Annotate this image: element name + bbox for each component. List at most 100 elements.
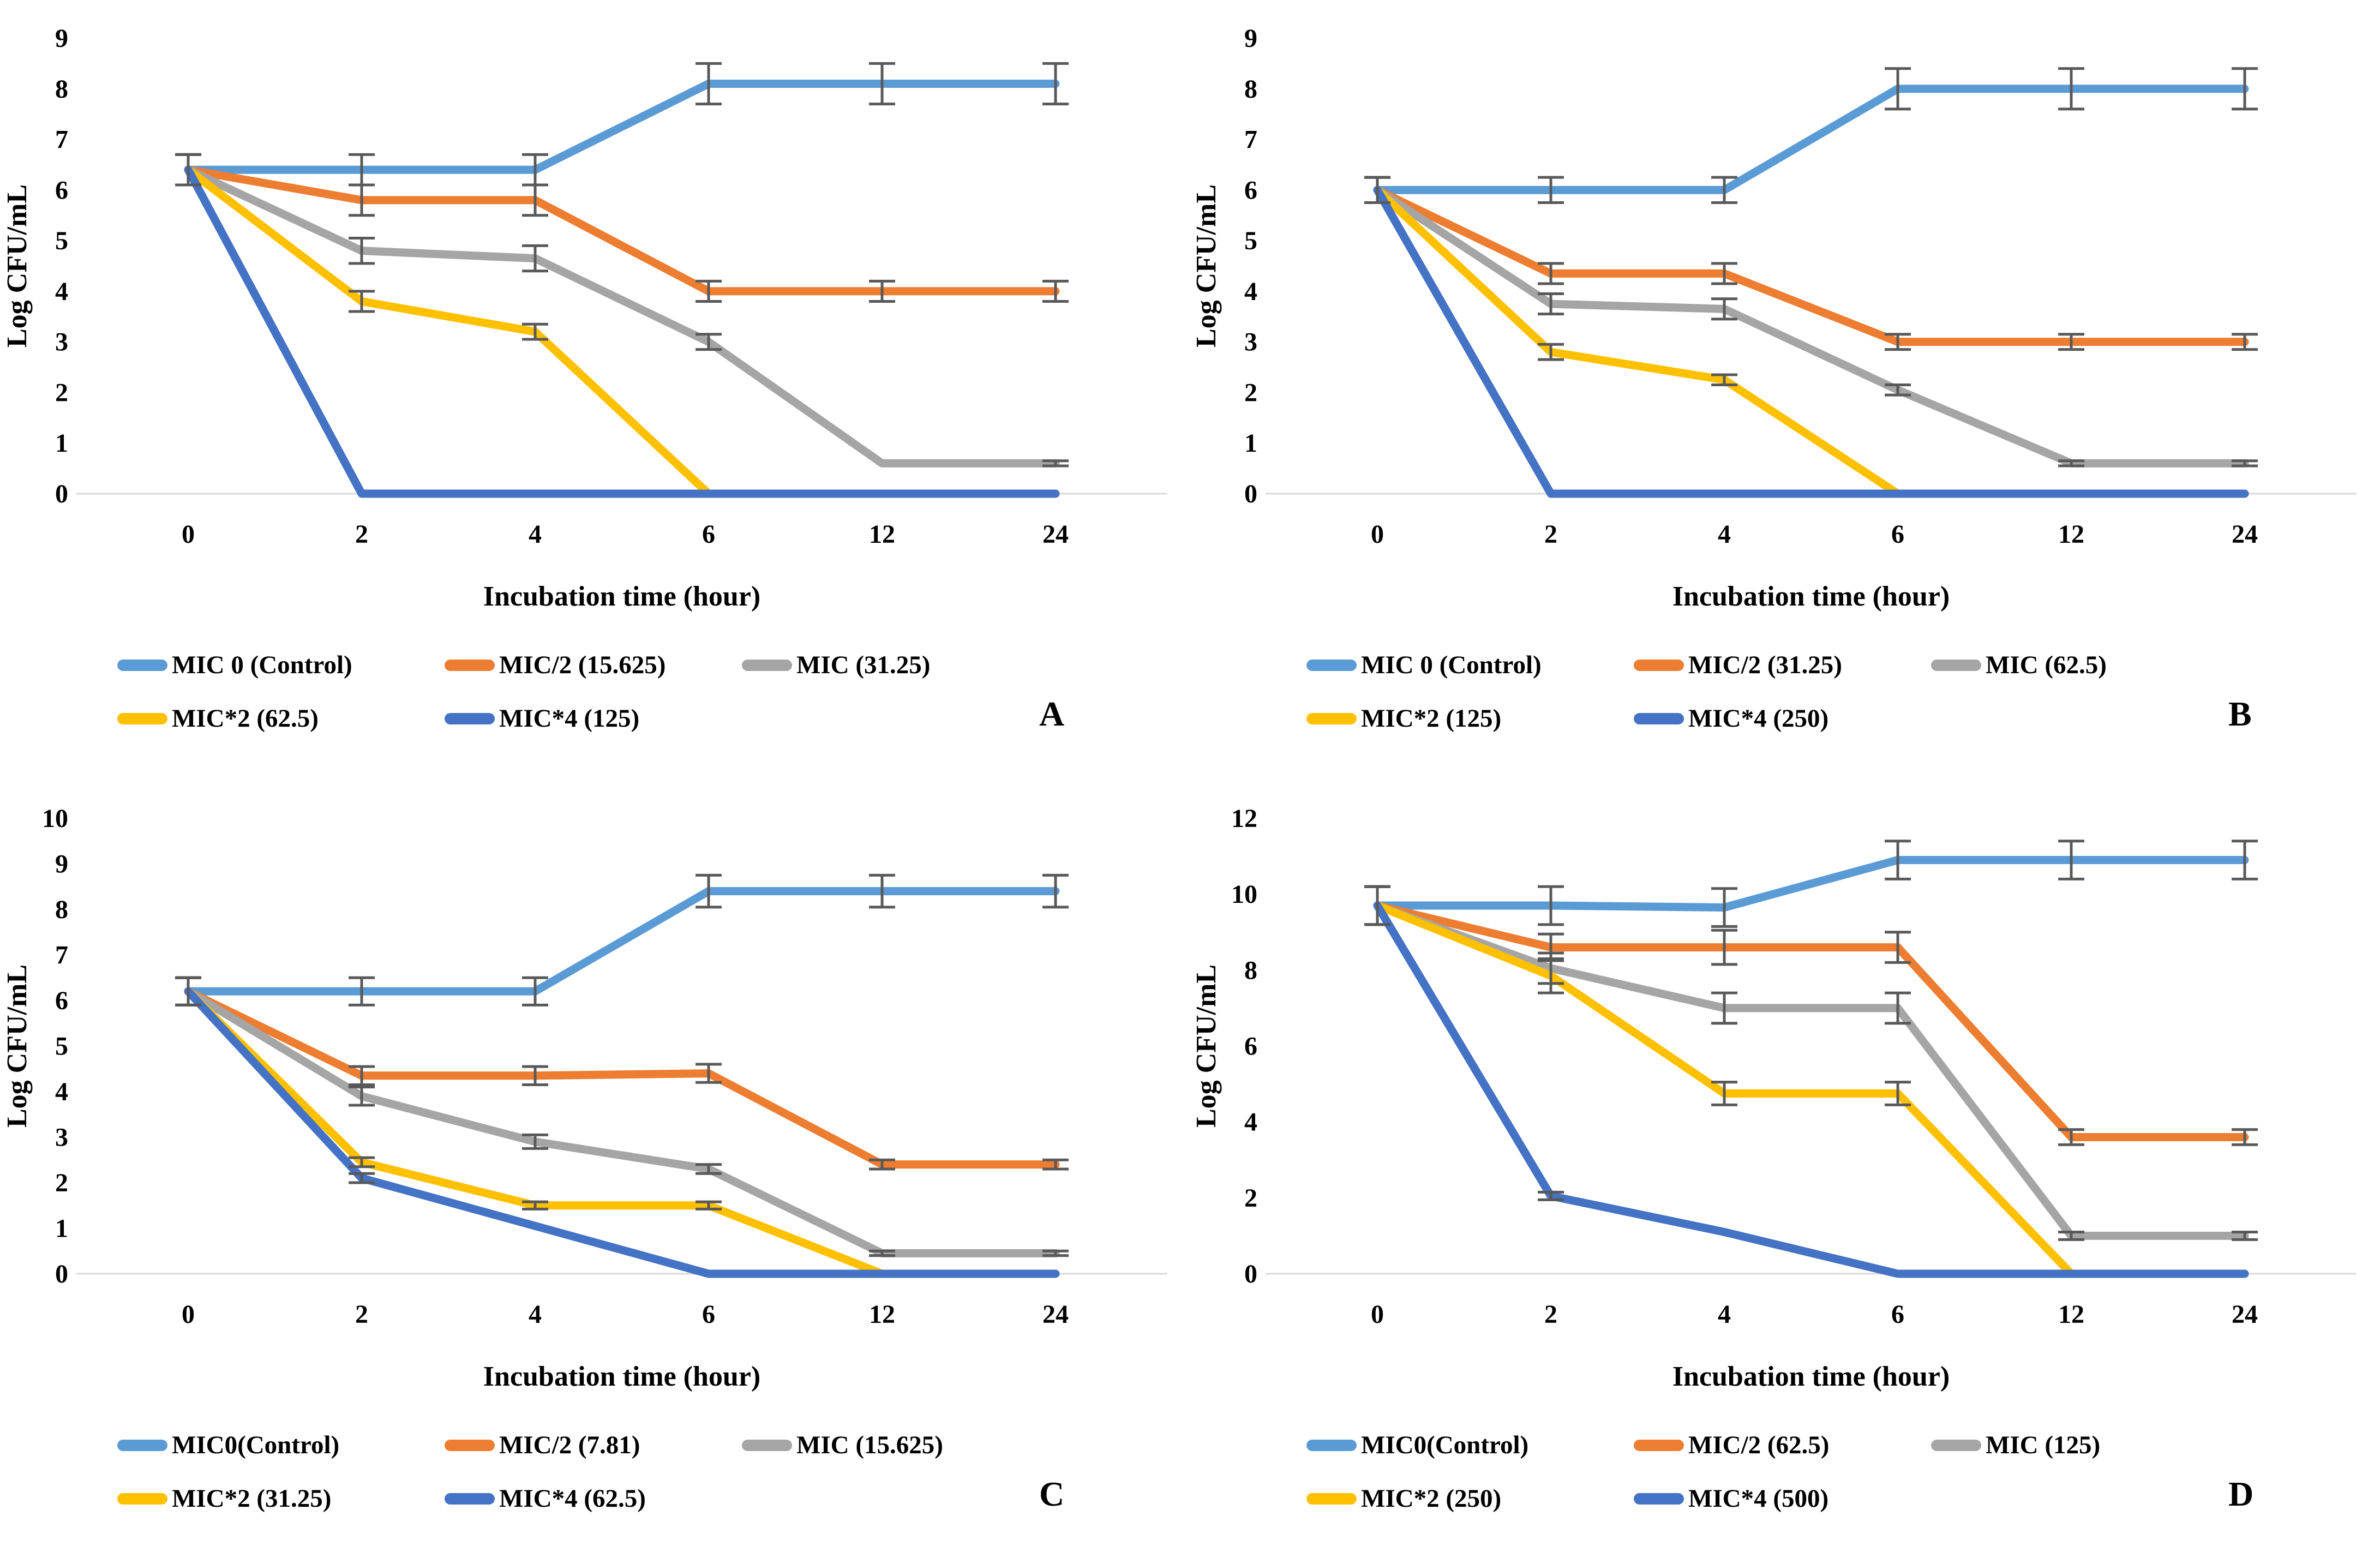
error-bar — [1885, 333, 1911, 351]
y-tick-label: 9 — [55, 24, 68, 53]
y-tick-label: 6 — [55, 986, 68, 1015]
error-bar — [1364, 885, 1390, 926]
y-tick-label: 9 — [55, 850, 68, 879]
legend-swatch-icon — [1306, 1439, 1357, 1451]
chart-b: 0 1 2 3 4 5 6 7 8 9 Log CFU/mL 0 2 4 6 12 24 Incubation t… — [1189, 0, 2380, 622]
y-tick-label: 0 — [1244, 480, 1257, 508]
error-bar — [522, 1065, 548, 1086]
x-tick-label: 2 — [355, 520, 368, 549]
legend-swatch-icon — [1306, 1493, 1357, 1505]
series-line — [1373, 901, 2249, 1278]
legend-label: MIC/2 (31.25) — [1688, 651, 1842, 679]
error-bar — [2058, 333, 2084, 351]
series-line — [1373, 185, 2249, 468]
legend-swatch-icon — [445, 712, 495, 724]
legend-row: MIC*2 (62.5) MIC*4 (125) — [117, 704, 1189, 733]
legend-label: MIC/2 (7.81) — [499, 1431, 640, 1459]
legend-label: MIC*2 (62.5) — [172, 704, 319, 733]
legend-label: MIC*2 (31.25) — [172, 1484, 332, 1513]
legend-row: MIC0(Control) MIC/2 (62.5) MIC (125) — [1306, 1430, 2380, 1460]
panel-letter-b: B — [2228, 694, 2252, 733]
legend-label: MIC*2 (125) — [1361, 704, 1502, 733]
y-tick-label: 12 — [1231, 804, 1257, 833]
error-bar — [696, 1063, 722, 1084]
legend-c: MIC0(Control) MIC/2 (7.81) MIC (15.625) MIC… — [117, 1430, 1189, 1513]
y-tick-label: 0 — [1244, 1260, 1257, 1289]
x-tick-label: 6 — [1891, 520, 1904, 549]
legend-item: MIC 0 (Control) — [117, 650, 445, 680]
legend-swatch-icon — [1634, 1493, 1684, 1505]
legend-item: MIC*4 (250) — [1634, 704, 1931, 733]
legend-label: MIC (62.5) — [1986, 651, 2107, 679]
legend-item: MIC (15.625) — [742, 1430, 943, 1460]
series-line — [1373, 856, 2249, 912]
legend-item: MIC (62.5) — [1931, 650, 2107, 680]
x-tick-label: 2 — [355, 1300, 368, 1329]
error-bar — [175, 153, 201, 187]
series-line — [1373, 901, 2249, 1240]
error-bar — [349, 1065, 375, 1086]
legend-swatch-icon — [117, 659, 167, 671]
error-bar — [2058, 67, 2084, 111]
error-bar — [522, 976, 548, 1006]
error-bar — [1538, 957, 1564, 994]
error-bar — [522, 244, 548, 273]
x-axis-title: Incubation time (hour) — [1672, 581, 1950, 612]
error-bar — [869, 62, 895, 106]
y-tick-label: 8 — [1244, 956, 1257, 985]
y-tick-label: 6 — [1244, 1032, 1257, 1061]
series-line — [184, 80, 1060, 174]
error-bar — [1538, 262, 1564, 285]
error-bar — [1042, 62, 1069, 106]
error-bar — [869, 873, 895, 909]
x-tick-label: 0 — [1371, 520, 1384, 549]
x-axis-title: Incubation time (hour) — [1672, 1361, 1950, 1392]
x-tick-label: 12 — [2058, 520, 2084, 549]
legend-item: MIC*4 (500) — [1634, 1484, 1931, 1513]
legend-item: MIC0(Control) — [117, 1430, 445, 1460]
series-line — [184, 887, 1060, 996]
legend-swatch-icon — [117, 712, 167, 724]
error-bar — [869, 1249, 895, 1257]
y-tick-label: 10 — [42, 804, 68, 833]
error-bar — [1885, 383, 1911, 397]
x-tick-label: 12 — [869, 520, 895, 549]
error-bar — [2232, 459, 2258, 468]
legend-label: MIC*4 (500) — [1688, 1484, 1829, 1513]
legend-b: MIC 0 (Control) MIC/2 (31.25) MIC (62.5) MI… — [1306, 650, 2380, 733]
panel-letter-d: D — [2228, 1475, 2254, 1513]
legend-item: MIC*2 (31.25) — [117, 1484, 445, 1513]
legend-label: MIC0(Control) — [172, 1431, 340, 1459]
error-bar — [2058, 1230, 2084, 1241]
error-bar — [349, 1086, 375, 1107]
legend-item: MIC (31.25) — [742, 650, 930, 680]
legend-label: MIC*4 (62.5) — [499, 1484, 646, 1513]
legend-swatch-icon — [1306, 659, 1357, 671]
legend-swatch-icon — [1931, 1439, 1981, 1451]
y-tick-label: 9 — [1244, 24, 1257, 53]
legend-label: MIC 0 (Control) — [172, 651, 352, 679]
chart-c: 0 1 2 3 4 5 6 7 8 9 10 Log CFU/mL 0 2 4 6 12 24 Incubation… — [0, 780, 1189, 1402]
y-tick-label: 2 — [55, 1168, 68, 1197]
error-bar — [1885, 840, 1911, 880]
error-bar — [175, 976, 201, 1006]
panel-b: 0 1 2 3 4 5 6 7 8 9 Log CFU/mL 0 2 4 6 12 24 Incubation t… — [1189, 0, 2380, 780]
y-axis-title: Log CFU/mL — [2, 964, 33, 1128]
x-tick-label: 2 — [1544, 520, 1557, 549]
error-bar — [696, 279, 722, 303]
y-tick-label: 3 — [55, 1123, 68, 1152]
x-axis-title: Incubation time (hour) — [483, 1361, 760, 1392]
legend-row: MIC 0 (Control) MIC/2 (15.625) MIC (31.25) — [117, 650, 1189, 680]
error-bar — [1538, 292, 1564, 316]
legend-item: MIC*2 (125) — [1306, 704, 1634, 733]
panel-a: 0 1 2 3 4 5 6 7 8 9 Log CFU/mL 0 2 4 6 12 24 Incubation t… — [0, 0, 1189, 780]
x-tick-label: 6 — [1891, 1300, 1904, 1329]
legend-row: MIC*2 (250) MIC*4 (500) — [1306, 1484, 2380, 1513]
x-tick-label: 4 — [529, 520, 542, 549]
y-tick-label: 1 — [55, 1214, 68, 1243]
series-line — [1373, 185, 2249, 498]
legend-label: MIC0(Control) — [1361, 1431, 1529, 1459]
y-axis-title: Log CFU/mL — [2, 184, 33, 347]
legend-row: MIC 0 (Control) MIC/2 (31.25) MIC (62.5) — [1306, 650, 2380, 680]
